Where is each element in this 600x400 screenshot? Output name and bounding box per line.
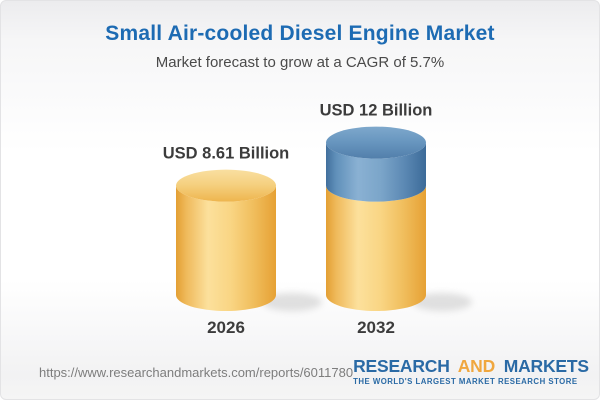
- chart-title: Small Air-cooled Diesel Engine Market: [105, 22, 495, 45]
- logo-word-and: AND: [457, 355, 496, 376]
- value-label-1: USD 12 Billion: [320, 102, 433, 120]
- bar-2026-segment-yellow: [176, 185, 276, 311]
- logo-word-markets: MARKETS: [503, 355, 589, 376]
- bar-2026-top-face: [176, 169, 276, 202]
- report-url: https://www.researchandmarkets.com/repor…: [39, 364, 354, 380]
- chart-subtitle: Market forecast to grow at a CAGR of 5.7…: [155, 54, 445, 71]
- bar-2032-segment-yellow: [326, 185, 426, 311]
- logo-tagline: THE WORLD'S LARGEST MARKET RESEARCH STOR…: [353, 377, 578, 387]
- category-label-1: 2032: [357, 318, 395, 337]
- cylinders-group: [176, 126, 472, 311]
- category-label-0: 2026: [207, 318, 245, 337]
- research-and-markets-logo: RESEARCH AND MARKETS THE WORLD'S LARGEST…: [353, 355, 589, 387]
- logo-word-research: RESEARCH: [353, 355, 450, 376]
- header: Small Air-cooled Diesel Engine Market Ma…: [1, 1, 599, 81]
- footer: https://www.researchandmarkets.com/repor…: [1, 345, 599, 399]
- logo-wordmark: RESEARCH AND MARKETS: [353, 355, 589, 376]
- bar-2032-segment-blue: [326, 142, 426, 202]
- cylinder-shadow: [412, 293, 472, 311]
- bar-2032-top-face: [326, 126, 426, 159]
- value-label-0: USD 8.61 Billion: [163, 145, 290, 163]
- cylinder-shadow: [262, 293, 322, 311]
- chart-svg: USD 8.61 Billion USD 12 Billion 2026 203…: [163, 102, 472, 337]
